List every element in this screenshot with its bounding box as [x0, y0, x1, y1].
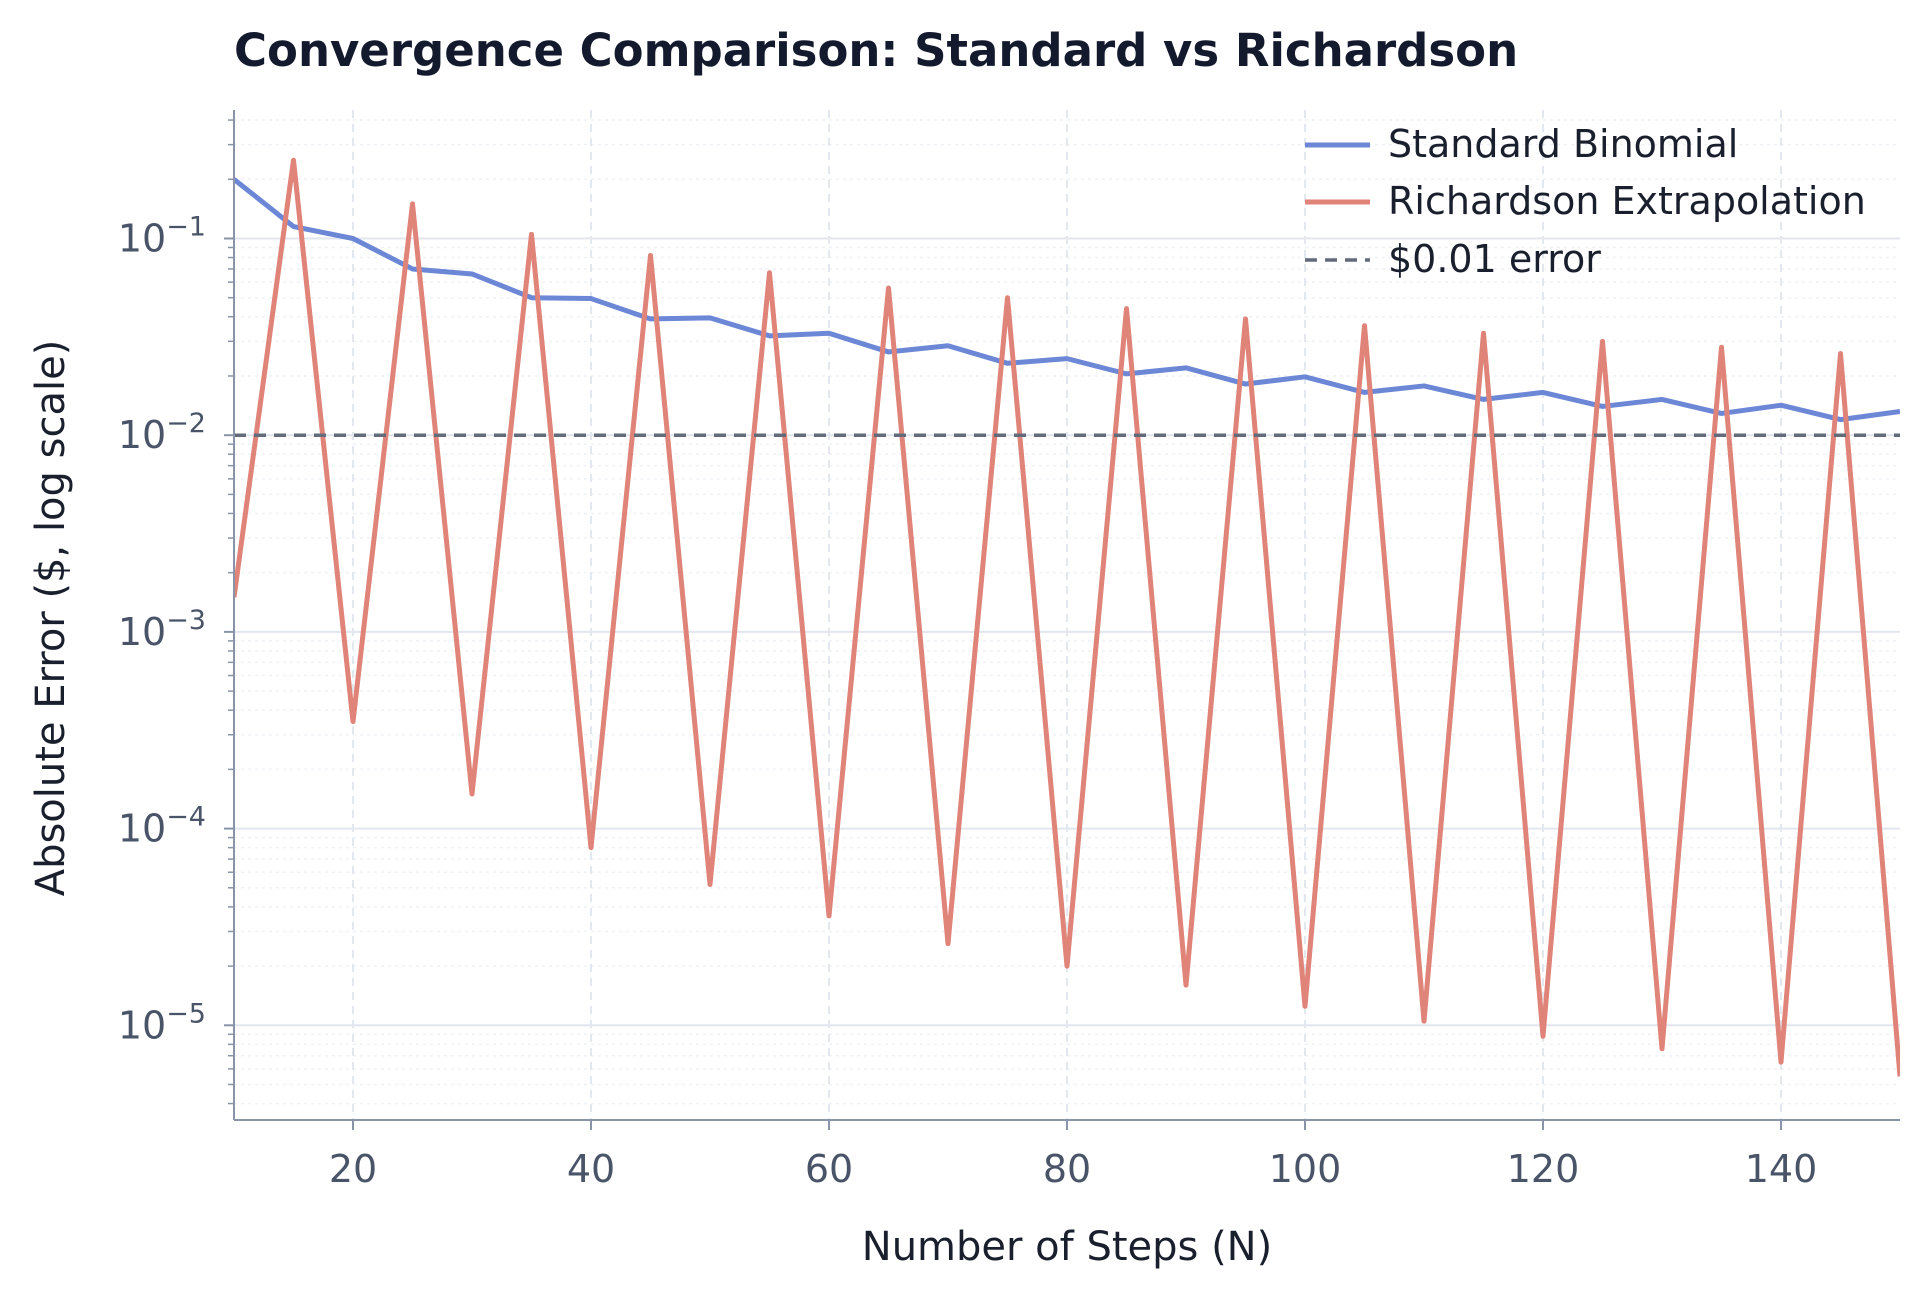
y-tick-label: 10−4 — [118, 802, 206, 851]
series-line-standard-binomial — [234, 177, 1900, 423]
tick-labels: 10−1 10−2 10−3 10−4 10−5 20 40 60 80 100 120 140 — [118, 211, 1817, 1191]
y-axis-label: Absolute Error ($, log scale) — [28, 340, 74, 897]
x-tick-label: 120 — [1507, 1147, 1580, 1191]
y-tick-label: 10−2 — [118, 408, 206, 457]
legend-label-richardson: Richardson Extrapolation — [1388, 179, 1866, 223]
y-tick-label: 10−3 — [118, 605, 206, 654]
x-axis-label: Number of Steps (N) — [862, 1224, 1272, 1270]
x-tick-label: 20 — [329, 1147, 377, 1191]
chart-legend: Standard Binomial Richardson Extrapolati… — [1305, 122, 1866, 281]
x-tick-label: 100 — [1269, 1147, 1342, 1191]
y-tick-label: 10−5 — [118, 998, 206, 1047]
series-line-richardson-extrapolation — [234, 157, 1900, 1077]
y-tick-label: 10−1 — [118, 211, 206, 260]
x-tick-label: 80 — [1043, 1147, 1091, 1191]
major-gridlines — [234, 110, 1900, 1120]
chart-title: Convergence Comparison: Standard vs Rich… — [234, 24, 1518, 77]
legend-label-threshold: $0.01 error — [1388, 237, 1601, 281]
tick-marks — [224, 119, 1782, 1130]
x-tick-label: 40 — [567, 1147, 615, 1191]
x-tick-label: 140 — [1745, 1147, 1818, 1191]
series-lines — [234, 157, 1900, 1077]
x-tick-label: 60 — [805, 1147, 853, 1191]
legend-label-standard-binomial: Standard Binomial — [1388, 122, 1738, 166]
